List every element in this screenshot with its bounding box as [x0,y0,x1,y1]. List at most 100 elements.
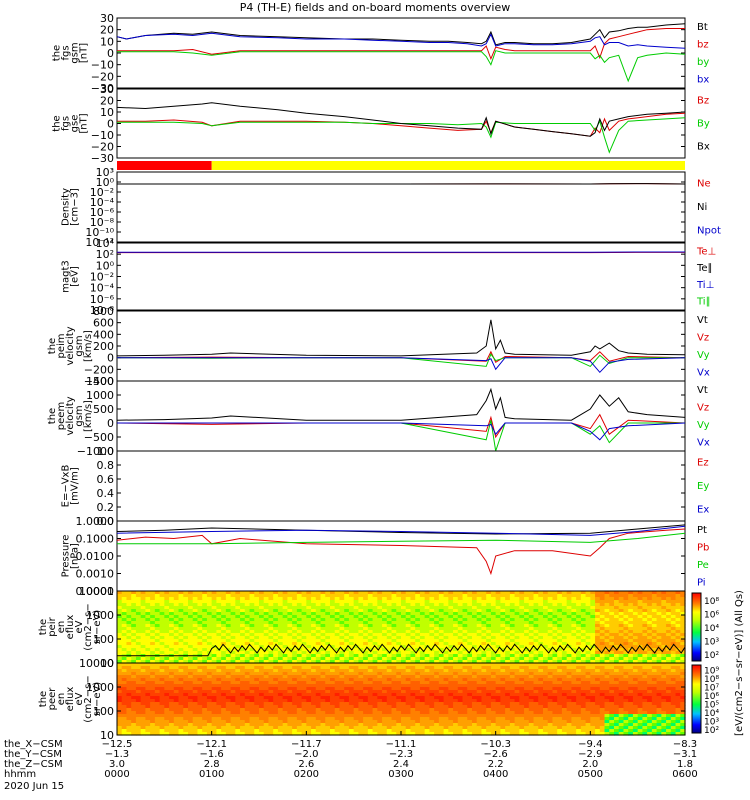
heatmap-cell [434,621,440,625]
heatmap-cell [467,618,473,622]
heatmap-cell [547,612,554,616]
heatmap-cell [225,612,232,616]
heatmap-cell [358,702,364,706]
heatmap-cell [443,654,449,658]
heatmap-cell [145,669,151,673]
heatmap-cell [486,639,492,643]
heatmap-cell [173,609,180,613]
heatmap-cell [254,711,260,715]
heatmap-cell [632,603,639,607]
heatmap-cell [192,726,199,730]
heatmap-cell [183,720,189,724]
heatmap-cell [254,684,260,688]
heatmap-cell [372,603,378,607]
heatmap-cell [311,693,317,697]
heatmap-cell [249,660,255,664]
heatmap-cell [585,621,591,625]
heatmap-cell [386,714,393,718]
heatmap-cell [405,693,412,697]
heatmap-cell [647,642,653,646]
heatmap-cell [117,594,123,598]
heatmap-cell [386,693,393,697]
heatmap-cell [259,732,265,736]
heatmap-cell [604,654,610,658]
panel-4: 10⁴10²10⁰10⁻²10⁻⁴10⁻⁶10⁻⁸magt3[eV]Te⊥Te∥… [61,237,717,317]
heatmap-cell [472,702,478,706]
heatmap-cell [173,606,180,610]
panel-frame [116,17,686,89]
heatmap-cell [159,600,165,604]
y-tick-label: −30 [91,82,114,95]
heatmap-cell [259,591,265,595]
heatmap-cell [656,627,662,631]
heatmap-cell [391,645,397,649]
heatmap-cell [164,597,170,601]
heatmap-cell [277,669,284,673]
heatmap-cell [292,606,298,610]
heatmap-cell [457,672,464,676]
heatmap-cell [670,621,677,625]
heatmap-cell [117,591,123,595]
heatmap-cell [240,732,246,736]
heatmap-cell [675,654,681,658]
heatmap-cell [135,651,142,655]
heatmap-cell [192,723,199,727]
heatmap-cell [230,624,236,628]
heatmap-cell [121,645,128,649]
heatmap-cell [263,609,270,613]
heatmap-cell [410,726,416,730]
heatmap-cell [509,630,516,634]
heatmap-cell [377,618,383,622]
heatmap-cell [150,660,156,664]
heatmap-cell [467,651,473,655]
heatmap-cell [320,630,326,634]
heatmap-cell [590,603,596,607]
heatmap-cell [609,609,615,613]
heatmap-cell [628,621,634,625]
heatmap-cell [509,612,516,616]
heatmap-cell [259,642,265,646]
heatmap-cell [320,606,326,610]
heatmap-cell [164,684,170,688]
heatmap-cell [173,645,180,649]
heatmap-cell [576,630,582,634]
heatmap-cell [254,609,260,613]
heatmap-cell [666,624,672,628]
heatmap-cell [301,651,307,655]
heatmap-cell [249,666,255,670]
heatmap-cell [306,732,312,736]
heatmap-cell [637,633,643,637]
heatmap-cell [325,648,331,652]
heatmap-cell [339,651,345,655]
heatmap-cell [415,624,421,628]
heatmap-cell [325,600,331,604]
heatmap-cell [339,687,345,691]
heatmap-cell [344,681,350,685]
heatmap-cell [292,615,298,619]
heatmap-cell [405,606,412,610]
heatmap-cell [145,690,151,694]
heatmap-cell [401,726,407,730]
heatmap-cell [135,618,142,622]
heatmap-cell [363,672,369,676]
heatmap-cell [164,717,170,721]
y-tick-label: 10⁻² [90,186,114,199]
heatmap-cell [363,726,369,730]
heatmap-cell [206,654,213,658]
heatmap-cell [424,642,430,646]
heatmap-cell [509,597,516,601]
heatmap-cell [500,600,506,604]
heatmap-cell [150,609,156,613]
heatmap-cell [429,714,435,718]
heatmap-cell [448,633,454,637]
heatmap-cell [221,597,227,601]
heatmap-cell [571,615,577,619]
heatmap-cell [282,696,288,700]
heatmap-cell [410,603,416,607]
heatmap-cell [263,624,270,628]
heatmap-cell [320,714,326,718]
heatmap-cell [140,633,146,637]
heatmap-cell [188,684,194,688]
heatmap-cell [254,627,260,631]
heatmap-cell [571,651,577,655]
